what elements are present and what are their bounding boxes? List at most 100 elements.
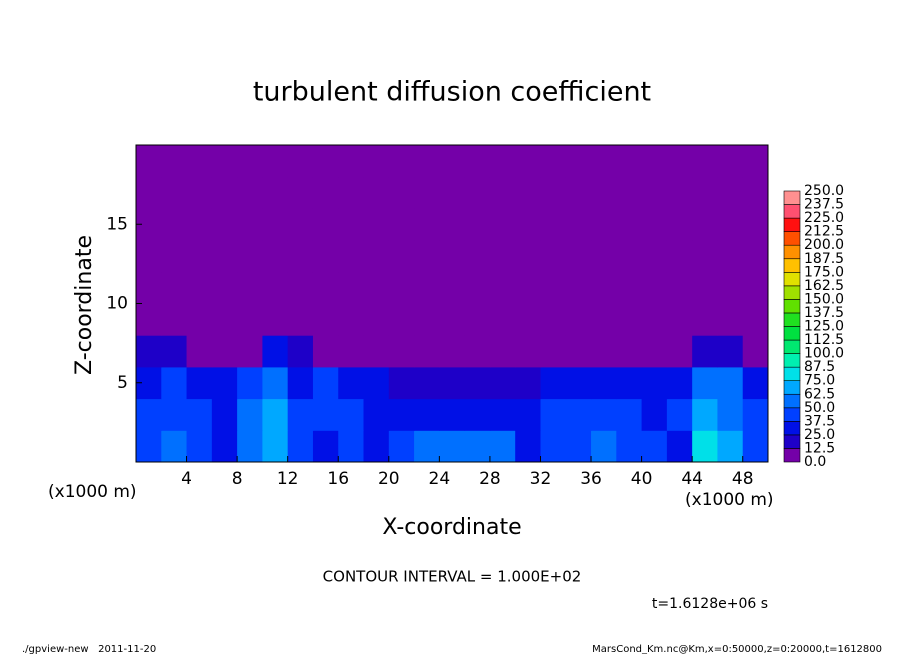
cell [641,208,668,241]
cell [717,176,744,209]
colorbar-label: 187.5 [804,251,844,267]
cell [161,145,188,178]
cell [666,271,693,304]
cell [692,398,718,431]
cell [439,176,466,209]
cell [161,303,188,336]
cell [515,176,541,209]
colorbar-bin [783,421,801,436]
cell [692,271,718,304]
cell [641,430,668,463]
cell [666,240,693,273]
cell [363,145,390,178]
cell [186,271,213,304]
cell [161,240,188,273]
cell [565,398,592,431]
cell [161,398,188,431]
cell [666,335,693,368]
cell [616,335,643,368]
cell [616,145,643,178]
cell [388,208,415,241]
cell [464,176,491,209]
cell [717,398,744,431]
colorbar-label: 112.5 [804,332,844,348]
cell [591,240,617,273]
cell [464,366,491,400]
cell [565,303,592,336]
cell [312,176,339,209]
cell [742,176,769,209]
cell [666,366,693,400]
cell [692,208,718,241]
cell [439,366,466,400]
cell [489,430,516,463]
cell [666,208,693,241]
cell [363,271,390,304]
cell [591,176,617,209]
cell [717,145,744,178]
cell [338,208,365,241]
cell [515,335,541,368]
colorbar-bin [783,271,801,287]
cell [565,335,592,368]
cell [211,176,238,209]
cell [641,303,668,336]
cell [666,398,693,431]
x-tick-label: 8 [232,469,243,489]
cell [489,240,516,273]
cell [717,303,744,336]
cell [742,271,769,304]
colorbar-label: 25.0 [804,427,835,443]
x-tick-label: 36 [580,469,602,489]
cell [515,240,541,273]
cell [464,398,491,431]
cell [287,430,314,463]
colorbar-bin [783,312,801,327]
cell [464,335,491,368]
x-tick-label: 44 [681,469,703,489]
cell [742,430,769,463]
x-tick-label: 24 [429,469,451,489]
cell [439,335,466,368]
y-unit-label: (x1000 m) [48,482,137,502]
cell [262,335,289,368]
contour-note: CONTOUR INTERVAL = 1.000E+02 [323,568,582,586]
cell [414,398,440,431]
cell [591,398,617,431]
cell [666,430,693,463]
cell [641,271,668,304]
cell [136,335,162,368]
cell [489,303,516,336]
cell [388,176,415,209]
cell [414,240,440,273]
colorbar-label: 100.0 [804,346,844,362]
cell [540,145,567,178]
cell [388,398,415,431]
cell [211,335,238,368]
footer-left: ./gpview-new 2011-11-20 [22,644,156,654]
cell [641,176,668,209]
cell [666,303,693,336]
cell [211,430,238,463]
cell [515,430,541,463]
cell [692,335,718,368]
y-tick-label: 5 [117,373,128,393]
cell [338,335,365,368]
x-tick-label: 48 [732,469,754,489]
cell [464,271,491,304]
cell [591,145,617,178]
cell [262,430,289,463]
cell [540,240,567,273]
cell [414,366,440,400]
cell [616,366,643,400]
cell [237,303,263,336]
cell [464,145,491,178]
cell [439,303,466,336]
colorbar-bin [783,231,801,246]
cell [161,430,188,463]
colorbar-label: 200.0 [804,237,844,253]
cell [388,240,415,273]
cell [515,303,541,336]
cell [565,366,592,400]
cell [540,335,567,368]
